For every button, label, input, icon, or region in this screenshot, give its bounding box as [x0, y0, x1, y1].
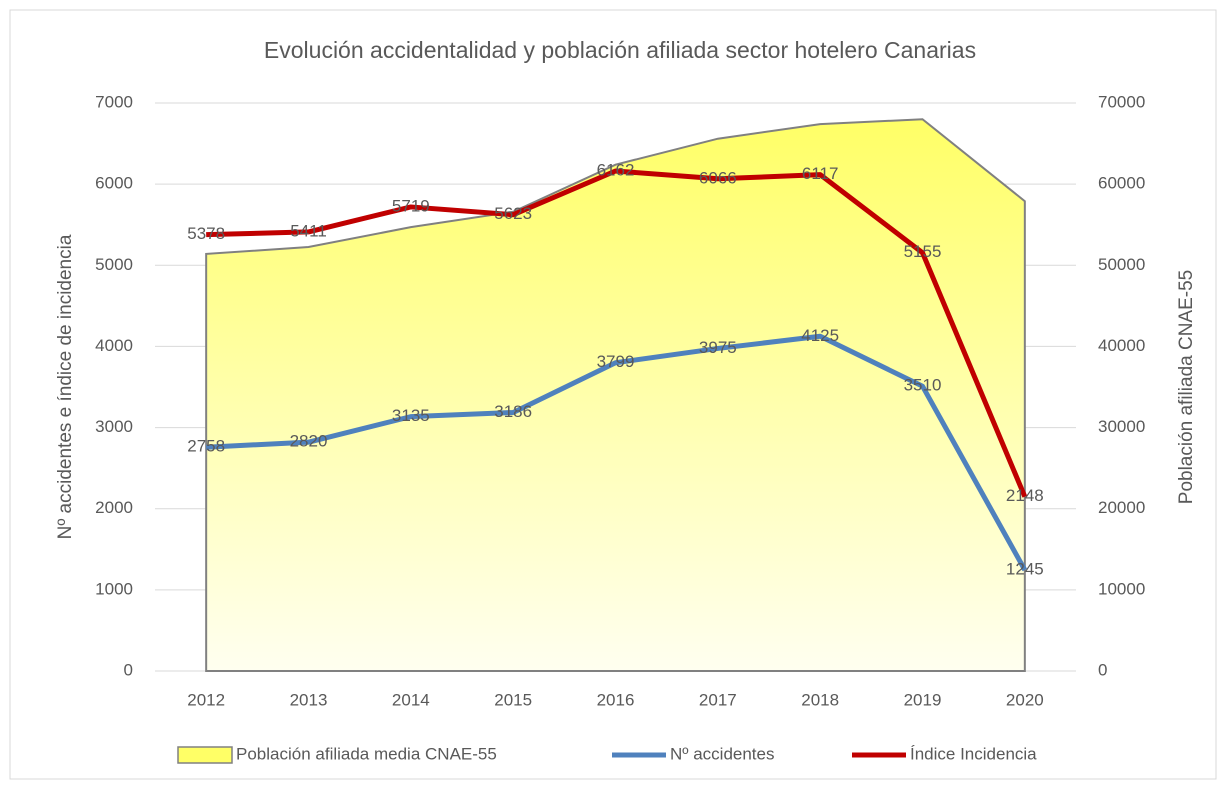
x-tick-label: 2013 [290, 690, 328, 709]
data-label: 2758 [187, 437, 225, 456]
data-label: 6162 [597, 160, 635, 179]
y-tick-label: 5000 [95, 255, 133, 274]
legend-swatch [177, 746, 233, 764]
y2-tick-label: 60000 [1098, 174, 1145, 193]
y2-tick-label: 40000 [1098, 336, 1145, 355]
y-tick-label: 0 [124, 660, 133, 679]
y2-tick-label: 20000 [1098, 498, 1145, 517]
x-tick-label: 2014 [392, 690, 430, 709]
line [206, 333, 1028, 572]
y-tick-label: 1000 [95, 579, 133, 598]
y2-tick-label: 10000 [1098, 579, 1145, 598]
legend-label: Población afiliada media CNAE-55 [236, 744, 497, 763]
y2-tick-label: 50000 [1098, 255, 1145, 274]
x-tick-label: 2016 [597, 690, 635, 709]
data-label: 5155 [904, 242, 942, 261]
data-label: 5411 [290, 221, 327, 240]
line [206, 168, 1028, 498]
data-label: 5719 [392, 196, 430, 215]
x-tick-label: 2019 [904, 690, 942, 709]
y-axis-title: Nº accidentes e índice de incidencia [55, 234, 76, 539]
y2-tick-label: 0 [1098, 660, 1107, 679]
data-label: 3510 [904, 376, 942, 395]
data-label: 2148 [1006, 486, 1044, 505]
data-label: 1245 [1006, 559, 1044, 578]
area [205, 118, 1026, 672]
data-label: 3799 [597, 352, 635, 371]
legend-label: Nº accidentes [670, 744, 774, 763]
data-label: 4125 [801, 326, 839, 345]
y-tick-label: 6000 [95, 174, 133, 193]
data-label: 6117 [802, 164, 839, 183]
data-label: 5378 [187, 224, 225, 243]
chart-title: Evolución accidentalidad y población afi… [264, 37, 976, 63]
data-label: 2820 [290, 432, 328, 451]
data-label: 6066 [699, 168, 737, 187]
y-tick-label: 3000 [95, 417, 133, 436]
y-tick-label: 2000 [95, 498, 133, 517]
data-label: 5623 [494, 204, 532, 223]
legend-label: Índice Incidencia [910, 744, 1037, 763]
x-tick-label: 2020 [1006, 690, 1044, 709]
y2-axis-title: Población afiliada CNAE-55 [1176, 270, 1197, 504]
data-label: 3975 [699, 338, 737, 357]
y2-tick-label: 30000 [1098, 417, 1145, 436]
x-tick-label: 2012 [187, 690, 225, 709]
x-tick-label: 2015 [494, 690, 532, 709]
y-tick-label: 7000 [95, 92, 133, 111]
y2-tick-label: 70000 [1098, 92, 1145, 111]
data-label: 3135 [392, 406, 430, 425]
data-label: 3186 [494, 402, 532, 421]
x-tick-label: 2018 [801, 690, 839, 709]
y-tick-label: 4000 [95, 336, 133, 355]
x-tick-label: 2017 [699, 690, 737, 709]
